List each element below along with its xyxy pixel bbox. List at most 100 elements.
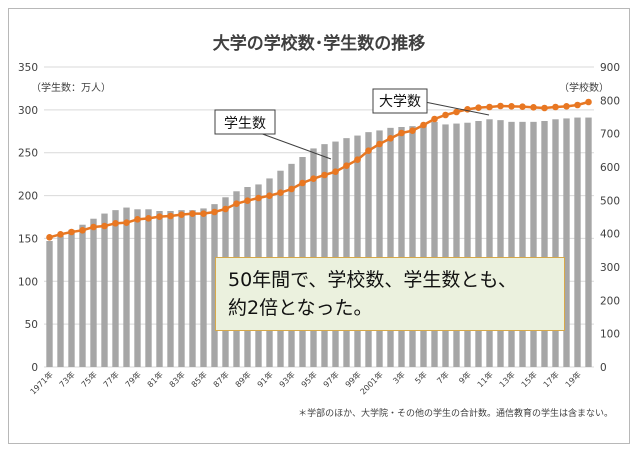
university-point <box>255 194 262 202</box>
right-axis-tick: 200 <box>600 295 620 307</box>
university-point <box>398 129 405 137</box>
right-axis-tick: 100 <box>600 329 620 341</box>
chart-frame: 大学の学校数･学生数の推移 （学生数：万人） （学校数） 0 50 100 150 20… <box>8 8 630 444</box>
university-point <box>123 219 130 226</box>
university-point <box>376 140 383 148</box>
right-axis-tick: 0 <box>600 362 607 374</box>
student-bar <box>387 127 394 367</box>
right-axis-ticks: 0 100 200 300 400 500 600 700 800 900 <box>600 62 620 374</box>
university-point <box>222 205 229 213</box>
university-point <box>519 103 526 110</box>
callout-students-box <box>214 109 276 135</box>
x-tick-label: 81年 <box>145 369 165 389</box>
university-point <box>420 121 427 129</box>
university-point <box>57 231 64 238</box>
left-axis-tick: 50 <box>25 319 38 331</box>
left-axis-tick: 150 <box>18 233 38 245</box>
student-bar <box>79 224 86 367</box>
student-bar <box>178 210 185 367</box>
student-bar <box>68 229 75 367</box>
student-bar <box>409 126 416 368</box>
university-point <box>574 101 581 109</box>
university-point <box>310 175 317 182</box>
student-bar <box>321 144 328 367</box>
left-axis-tick: 300 <box>18 105 38 117</box>
university-point <box>299 179 306 187</box>
student-bar <box>343 138 350 367</box>
student-bar <box>156 211 163 367</box>
annotation-line-2: 約2倍となった。 <box>228 297 373 319</box>
student-bar <box>530 121 537 367</box>
x-tick-label: 7年 <box>435 369 451 385</box>
university-series-line <box>49 100 589 239</box>
x-tick-label: 91年 <box>255 369 275 389</box>
left-axis-tick: 350 <box>18 62 38 74</box>
university-point <box>211 208 218 216</box>
university-point <box>409 127 416 134</box>
x-axis-ticks: 1971年 73年 75年 77年 79年 81年 83年 85年 87年 89年 91年 93年 95… <box>28 369 583 396</box>
student-bar <box>508 121 515 367</box>
right-axis-unit: （学校数） <box>559 81 609 94</box>
university-point <box>431 115 438 123</box>
right-axis-tick: 400 <box>600 229 620 241</box>
student-bar <box>541 121 548 367</box>
university-point <box>552 103 559 111</box>
university-point <box>453 108 460 116</box>
x-tick-label: 79年 <box>123 369 143 389</box>
student-bar <box>57 235 64 367</box>
university-line <box>46 98 592 241</box>
university-point <box>145 215 152 222</box>
annotation-line-1: 50年間で、学校数、学生数とも、 <box>228 269 517 291</box>
student-bar <box>431 121 438 367</box>
university-point <box>266 192 273 199</box>
footnote: ＊学部のほか、大学院・その他の学生の合計数。通信教育の学生は含まない。 <box>298 407 613 419</box>
university-point <box>387 135 394 142</box>
university-point <box>189 210 196 217</box>
x-tick-label: 15年 <box>519 369 539 389</box>
x-tick-label: 11年 <box>475 369 495 389</box>
callout-universities-pointer <box>424 101 490 116</box>
student-bar <box>574 117 581 367</box>
university-point <box>277 189 284 196</box>
callout-universities: 大学数 <box>379 94 421 110</box>
university-point <box>178 211 185 218</box>
student-bar <box>585 117 592 367</box>
x-tick-label: 93年 <box>277 369 297 389</box>
university-point <box>541 104 548 112</box>
x-tick-label: 99年 <box>343 369 363 389</box>
student-bar <box>200 208 207 367</box>
university-point <box>332 168 339 175</box>
university-point <box>46 234 53 241</box>
university-point <box>464 106 471 113</box>
left-axis-tick: 200 <box>18 191 38 203</box>
university-point <box>321 171 328 179</box>
right-axis-tick: 600 <box>600 162 620 174</box>
x-tick-label: 5年 <box>413 369 429 385</box>
student-bar <box>464 122 471 367</box>
x-tick-label: 73年 <box>57 369 77 389</box>
callout-universities-box <box>372 88 428 114</box>
student-bar <box>475 121 482 367</box>
student-bar <box>332 141 339 367</box>
student-bar <box>211 204 218 367</box>
left-axis-tick: 100 <box>18 276 38 288</box>
university-point <box>68 228 75 236</box>
left-axis-ticks: 0 50 100 150 200 250 300 350 <box>18 62 38 374</box>
university-point <box>167 212 174 220</box>
right-axis-tick: 500 <box>600 195 620 207</box>
student-bar <box>442 124 449 367</box>
left-axis-tick: 0 <box>31 362 38 374</box>
student-bar <box>519 121 526 367</box>
right-axis-tick: 800 <box>600 95 620 107</box>
university-point <box>233 200 240 207</box>
university-point <box>288 185 295 193</box>
chart-svg: 大学の学校数･学生数の推移 （学生数：万人） （学校数） 0 50 100 150 20… <box>18 33 620 419</box>
chart-title: 大学の学校数･学生数の推移 <box>213 33 426 54</box>
student-bar <box>101 213 108 367</box>
left-axis-unit: （学生数：万人） <box>31 81 111 94</box>
student-bar <box>167 211 174 367</box>
right-axis-tick: 300 <box>600 262 620 274</box>
student-bar <box>563 118 570 367</box>
university-point <box>563 103 570 110</box>
student-bar <box>398 127 405 367</box>
